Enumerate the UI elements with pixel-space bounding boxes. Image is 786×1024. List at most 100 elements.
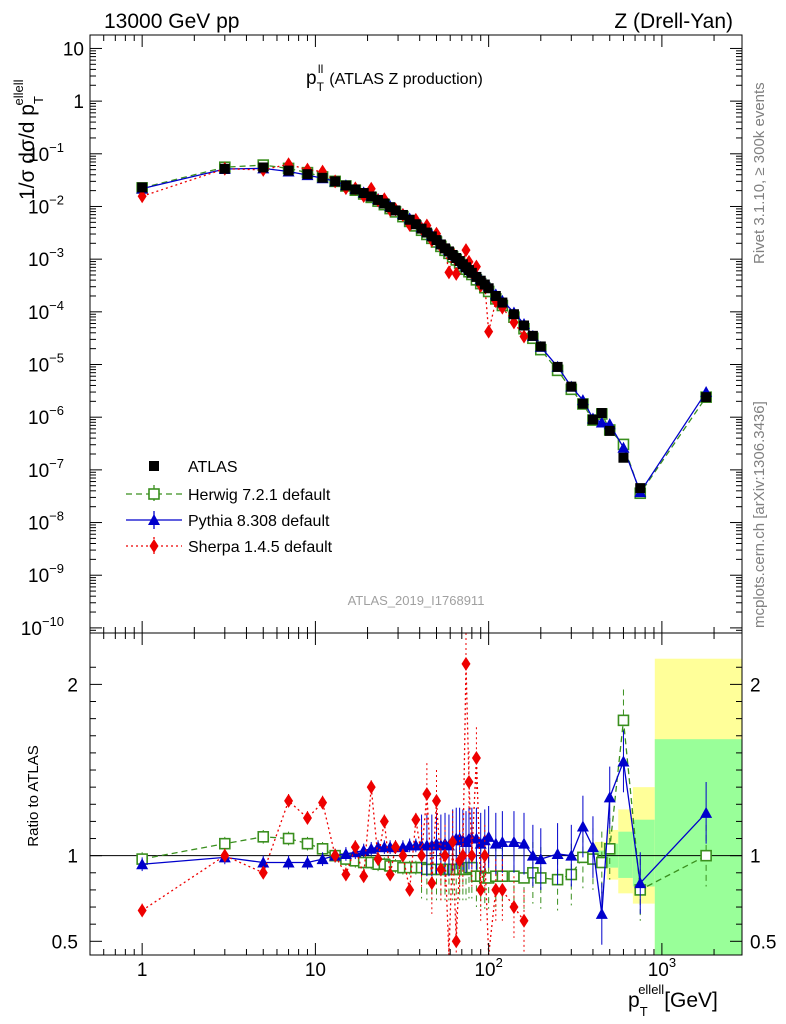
svg-text:pTll(ATLAS Z production): pTll (ATLAS Z production) (306, 62, 483, 94)
ratio-point (219, 837, 231, 850)
atlas-data-point (483, 283, 494, 294)
y-tick-label-exp: −2 (49, 192, 64, 207)
atlas-data-point (596, 408, 607, 419)
atlas-data-point (366, 191, 377, 202)
data-point (461, 243, 471, 258)
atlas-data-point (701, 392, 712, 403)
ratio-point (497, 882, 507, 897)
title-p: p (306, 68, 317, 89)
legend-marker (149, 539, 159, 553)
series-line-2 (142, 167, 707, 494)
ratio-y-tick-label: 1 (67, 847, 78, 868)
ratio-point (464, 775, 474, 790)
ratio-point (302, 810, 312, 825)
uncertainty-band-green (654, 739, 742, 955)
atlas-data-point (373, 194, 384, 205)
legend-label: Pythia 8.308 default (188, 513, 330, 530)
xlabel-sup: ellell (638, 982, 664, 997)
x-tick-label: 102 (474, 955, 502, 981)
atlas-data-point (618, 452, 629, 463)
y-tick-label-base: 10 (28, 145, 49, 166)
x-tick-label-base: 10 (474, 960, 495, 981)
ratio-point (137, 903, 147, 918)
ratio-point (330, 848, 340, 863)
atlas-data-point (577, 398, 588, 409)
ratio-point (284, 793, 294, 808)
atlas-data-point (258, 162, 269, 173)
ratio-point (586, 841, 599, 853)
ratio-point (220, 848, 230, 863)
y-tick-label-base: 10 (21, 619, 42, 640)
y-tick-label-base: 10 (28, 356, 49, 377)
ratio-point (519, 913, 529, 928)
header-left: 13000 GeV pp (104, 10, 239, 33)
atlas-data-point (527, 330, 538, 341)
atlas-data-point (552, 361, 563, 372)
ratio-point (596, 856, 608, 869)
atlas-data-point (416, 223, 427, 234)
y-tick-label: 10−8 (28, 509, 64, 535)
ratio-point (509, 900, 519, 915)
ratio-point (373, 852, 383, 867)
legend: ATLAS Herwig 7.2.1 default Pythia 8.308 de… (126, 459, 333, 556)
main-ylabel-text: 1/σ dσ/d p (16, 104, 39, 200)
ratio-point (282, 832, 295, 845)
y-tick-label-base: 10 (28, 197, 49, 218)
ratio-point (282, 856, 295, 868)
ratio-point (480, 848, 490, 863)
legend-label: Sherpa 1.4.5 default (188, 539, 333, 556)
ratio-point (467, 848, 477, 863)
y-tick-label-base: 10 (28, 303, 49, 324)
mcplots-label: mcplots.cern.ch [arXiv:1306.3436] (751, 401, 768, 628)
atlas-data-point (535, 341, 546, 352)
y-tick-label: 10−2 (28, 192, 64, 218)
ratio-line-3 (141, 663, 525, 956)
title-sup: ll (318, 62, 323, 76)
ratio-point (526, 849, 539, 861)
data-point (451, 266, 461, 281)
y-tick-label-exp: −4 (49, 298, 64, 313)
ratio-point (634, 877, 647, 889)
ratio-point (565, 849, 578, 861)
ratio-point (316, 853, 329, 865)
svg-text:pTellell[GeV]: pTellell[GeV] (628, 982, 718, 1019)
data-point (617, 441, 630, 453)
x-tick-label-base: 1 (137, 960, 148, 981)
ratio-point (471, 751, 481, 766)
analysis-tag: ATLAS_2019_I1768911 (348, 593, 485, 608)
ratio-point (603, 791, 616, 803)
legend-marker (148, 488, 160, 500)
atlas-data-point (137, 182, 148, 193)
y-tick-label: 10−3 (28, 245, 64, 271)
x-tick-label-exp: 3 (669, 955, 676, 970)
data-point (484, 324, 494, 339)
x-tick-label: 103 (648, 955, 676, 981)
atlas-data-point (317, 172, 328, 183)
ratio-point (301, 856, 314, 868)
atlas-data-point (566, 381, 577, 392)
title-rest: (ATLAS Z production) (329, 71, 483, 88)
y-tick-label-exp: −5 (49, 351, 64, 366)
y-tick-label-exp: −1 (49, 140, 64, 155)
x-tick-label-exp: 2 (496, 955, 503, 970)
ratio-point (427, 876, 437, 891)
atlas-data-point (379, 198, 390, 209)
ratio-point (603, 843, 616, 855)
ratio-point (551, 847, 564, 859)
y-tick-label: 10−7 (28, 456, 64, 482)
x-tick-label: 1 (137, 960, 148, 981)
y-tick-label-base: 10 (28, 461, 49, 482)
y-tick-label: 10−5 (28, 351, 64, 377)
ratio-point (617, 714, 630, 727)
uncertainty-band-green (618, 831, 633, 878)
atlas-data-point (519, 320, 530, 331)
atlas-data-point (219, 163, 230, 174)
y-tick-label-exp: −10 (42, 614, 64, 629)
ratio-point (440, 848, 450, 863)
legend-label: ATLAS (188, 459, 238, 476)
main-ylabel-sub: T (31, 96, 46, 104)
atlas-data-point (635, 483, 646, 494)
header-right: Z (Drell-Yan) (614, 10, 733, 33)
atlas-data-point (358, 188, 369, 199)
